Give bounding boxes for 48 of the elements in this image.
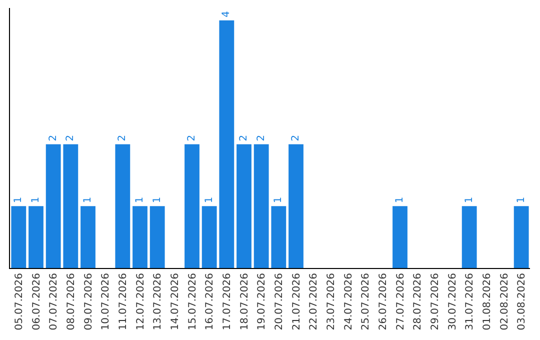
- data-label: 1: [13, 196, 24, 204]
- x-tick-label: 08.07.2026: [66, 273, 77, 330]
- x-tick-label: 20.07.2026: [274, 273, 285, 330]
- x-tick-label: 01.08.2026: [482, 273, 493, 330]
- x-tick-label: 10.07.2026: [100, 273, 112, 330]
- data-label: 2: [290, 134, 302, 142]
- x-tick-label: 09.07.2026: [83, 273, 94, 330]
- x-tick-label: 18.07.2026: [239, 273, 250, 330]
- x-tick-label: 31.07.2026: [464, 273, 476, 330]
- x-tick-label: 02.08.2026: [499, 273, 510, 330]
- x-tick-label: 25.07.2026: [360, 273, 372, 330]
- x-tick-label: 21.07.2026: [291, 273, 302, 330]
- data-label: 1: [273, 196, 284, 204]
- x-tick-label: 13.07.2026: [152, 273, 164, 330]
- x-tick-label: 11.07.2026: [118, 273, 129, 330]
- x-tick-label: 17.07.2026: [222, 273, 233, 330]
- x-tick-label: 26.07.2026: [378, 273, 389, 330]
- data-label: 4: [221, 11, 232, 18]
- data-label: 1: [134, 196, 146, 204]
- data-label: 2: [256, 134, 267, 142]
- x-tick-label: 05.07.2026: [14, 273, 25, 330]
- data-label: 2: [48, 134, 59, 142]
- x-tick-label: 19.07.2026: [256, 273, 268, 330]
- x-tick-label: 22.07.2026: [308, 273, 320, 330]
- data-label: 2: [238, 134, 250, 142]
- data-label: 1: [464, 196, 475, 204]
- data-label: 1: [82, 196, 94, 204]
- x-tick-label: 30.07.2026: [447, 273, 458, 330]
- data-label: 2: [117, 134, 128, 142]
- x-tick-label: 06.07.2026: [31, 273, 42, 330]
- x-tick-label: 28.07.2026: [412, 273, 424, 330]
- data-label: 2: [186, 134, 198, 142]
- data-label: 1: [516, 196, 527, 204]
- x-tick-label: 14.07.2026: [170, 273, 181, 330]
- data-label: 1: [152, 196, 163, 204]
- x-tick-label: 23.07.2026: [326, 273, 337, 330]
- x-tick-label: 15.07.2026: [187, 273, 198, 330]
- x-tick-label: 16.07.2026: [204, 273, 216, 330]
- data-label: 1: [394, 196, 406, 204]
- x-tick-label: 29.07.2026: [430, 273, 441, 330]
- data-label: 1: [30, 196, 42, 204]
- data-label: 2: [65, 134, 76, 142]
- data-label: 1: [204, 196, 215, 204]
- x-tick-label: 07.07.2026: [48, 273, 60, 330]
- x-tick-label: 27.07.2026: [395, 273, 406, 330]
- x-tick-label: 24.07.2026: [343, 273, 354, 330]
- x-tick-label: 03.08.2026: [516, 273, 528, 330]
- x-tick-label: 12.07.2026: [135, 273, 146, 330]
